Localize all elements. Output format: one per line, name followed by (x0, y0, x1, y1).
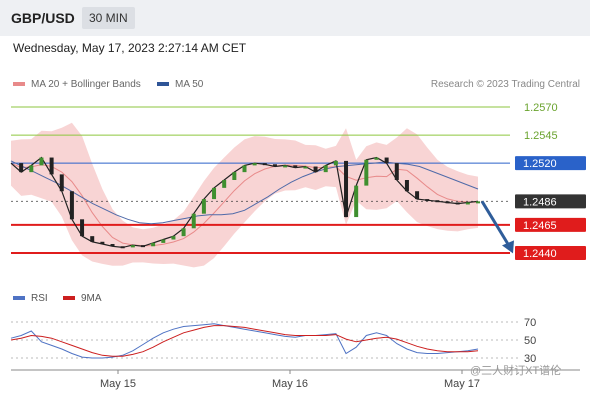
candle (100, 241, 105, 245)
candle (130, 245, 135, 248)
candle (476, 201, 480, 204)
candle (49, 157, 54, 175)
watermark-text: @三人财订XT谱伦 (470, 365, 562, 377)
rsi-level-label-30: 30 (524, 353, 536, 365)
legend-swatch-ma50 (157, 82, 169, 87)
ma20-line (10, 162, 479, 247)
legend-ma50: MA 50 (157, 79, 203, 90)
level-label-1.2570: 1.2570 (524, 102, 558, 114)
legend-9ma: 9MA (63, 293, 102, 304)
candle (110, 244, 115, 247)
candle (161, 239, 166, 243)
candle (394, 163, 399, 180)
credit-text: Research © 2023 Trading Central (430, 79, 580, 90)
candle (445, 201, 450, 204)
timeframe-button[interactable]: 30 MIN (82, 7, 135, 29)
pair-title: GBP/USD (11, 10, 75, 26)
x-tick-label: May 16 (272, 378, 308, 390)
chart-header: GBP/USD 30 MIN (0, 0, 590, 36)
candle (90, 236, 95, 242)
candle (293, 165, 298, 168)
candle (283, 165, 288, 168)
candle (384, 157, 389, 164)
candle (242, 165, 247, 173)
candle (455, 202, 460, 205)
candle (212, 187, 217, 200)
candle (140, 245, 145, 248)
candle (354, 185, 359, 218)
forecast-arrow-head (502, 240, 514, 254)
candle (69, 191, 74, 220)
forecast-arrow-shaft (480, 200, 512, 249)
legend-swatch-9ma (63, 296, 75, 301)
legend-rsi: RSI (13, 293, 48, 304)
rsi-line (10, 323, 479, 359)
candle (313, 166, 318, 173)
candle (415, 191, 420, 200)
candle (39, 157, 44, 166)
candle (80, 219, 85, 237)
level-tag-1.2486 (515, 194, 586, 209)
legend-label-rsi: RSI (31, 293, 48, 304)
candle (465, 202, 470, 205)
candle (333, 160, 338, 166)
candle (19, 163, 24, 173)
bollinger-band (11, 122, 478, 268)
candle (272, 164, 277, 167)
candle (171, 236, 176, 240)
candle (374, 157, 379, 160)
candle (435, 200, 440, 203)
x-tick-label: May 15 (100, 378, 136, 390)
candle (232, 172, 237, 180)
candle (191, 213, 196, 229)
rsi-level-label-70: 70 (524, 317, 536, 329)
legend-label-ma20: MA 20 + Bollinger Bands (31, 79, 141, 90)
candle (252, 163, 257, 166)
level-label-1.2486: 1.2486 (523, 196, 557, 208)
candle (120, 246, 125, 249)
candle (425, 199, 430, 202)
ma50-line (10, 160, 479, 225)
candle (404, 180, 409, 192)
level-label-1.2465: 1.2465 (523, 220, 557, 232)
candle (323, 165, 328, 173)
legend-label-9ma: 9MA (81, 293, 102, 304)
candle (181, 228, 186, 237)
candle (59, 174, 64, 192)
candle (151, 242, 156, 247)
candle (262, 163, 267, 166)
rsi-ma-line (10, 325, 479, 357)
legend-swatch-ma20 (13, 82, 25, 87)
timestamp: Wednesday, May 17, 2023 2:27:14 AM CET (13, 41, 247, 55)
legend-swatch-rsi (13, 296, 25, 301)
candle (201, 199, 206, 214)
candle (222, 180, 227, 188)
legend-label-ma50: MA 50 (175, 79, 204, 90)
legend-ma20-bollinger: MA 20 + Bollinger Bands (13, 79, 141, 90)
candle (303, 166, 308, 169)
x-tick-label: May 17 (444, 378, 480, 390)
level-tag-1.2440 (515, 246, 586, 260)
level-label-1.2545: 1.2545 (524, 130, 558, 142)
candle (364, 159, 369, 186)
level-tag-1.2465 (515, 217, 586, 232)
candle (344, 160, 349, 218)
candle (29, 165, 34, 173)
level-tag-1.2520 (515, 156, 586, 171)
level-label-1.2440: 1.2440 (523, 248, 557, 260)
level-label-1.2520: 1.2520 (523, 158, 557, 170)
rsi-level-label-50: 50 (524, 335, 536, 347)
